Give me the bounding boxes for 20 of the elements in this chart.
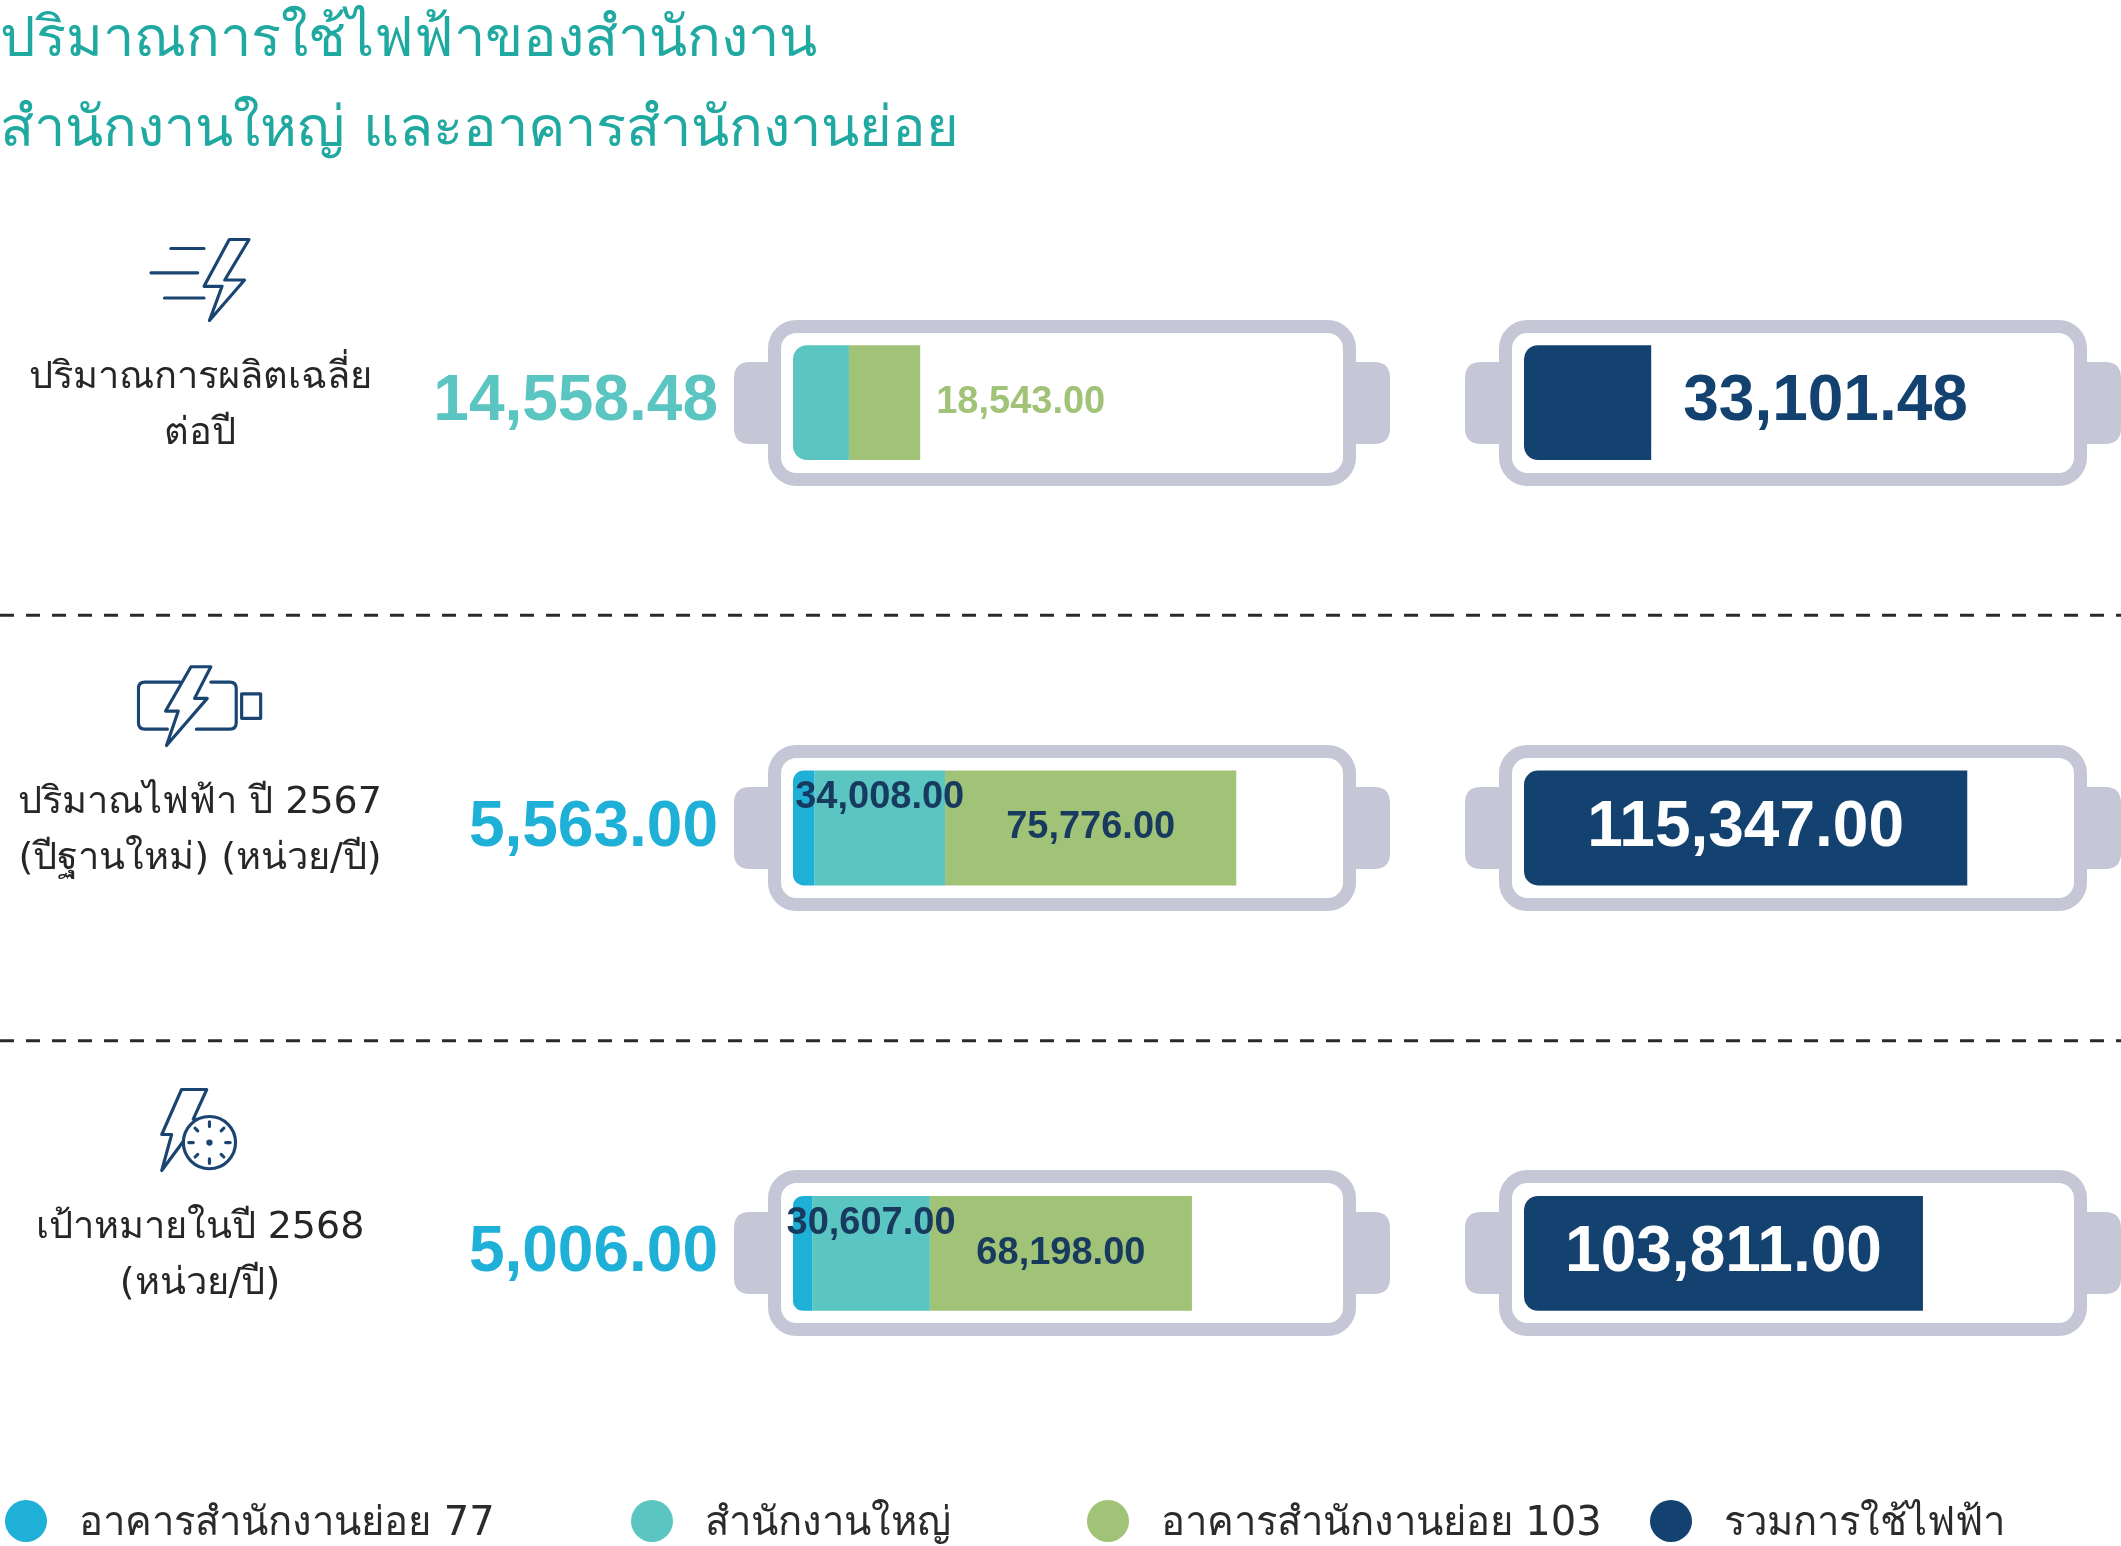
data-label: 18,543.00 xyxy=(936,379,1106,422)
bar xyxy=(793,345,849,461)
chart-title: ปริมาณการใช้ไฟฟ้าของสำนักงาน สำนักงานใหญ่ และอาคารสำนักงานย่อย xyxy=(0,3,960,161)
y-tick-label: ปริมาณไฟฟ้า ปี 2567 (ปีฐานใหม่) (หน่วย/ปี) xyxy=(17,777,383,881)
y-tick-label: เป้าหมายในปี 2568 (หน่วย/ปี) xyxy=(34,1202,366,1306)
bar xyxy=(848,345,921,461)
legend-label: อาคารสำนักงานย่อย 77 xyxy=(79,1497,495,1546)
data-label: 115,347.00 xyxy=(1587,787,1905,860)
y-tick-label: ปริมาณการผลิตเฉลี่ยต่อปี xyxy=(27,348,373,455)
legend-label: สำนักงานใหญ่ xyxy=(704,1497,951,1546)
data-label: 5,563.00 xyxy=(468,787,718,860)
data-label: 5,006.00 xyxy=(468,1212,718,1285)
data-label: 68,198.00 xyxy=(976,1229,1146,1272)
data-label: 14,558.48 xyxy=(433,362,718,435)
data-label: 34,008.00 xyxy=(795,774,965,817)
data-label: 33,101.48 xyxy=(1683,362,1968,435)
data-label: 103,811.00 xyxy=(1565,1212,1882,1285)
legend-label: อาคารสำนักงานย่อย 103 xyxy=(1160,1497,1602,1546)
legend-label: รวมการใช้ไฟฟ้า xyxy=(1724,1497,2005,1546)
data-label: 75,776.00 xyxy=(1006,804,1176,847)
